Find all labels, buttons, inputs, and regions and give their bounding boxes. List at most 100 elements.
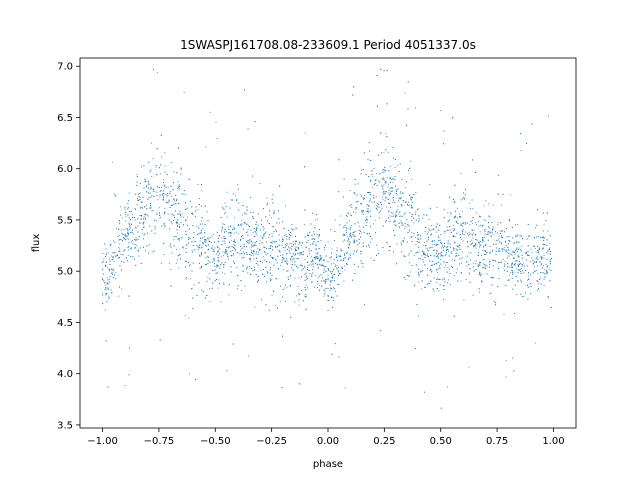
scatter-point [497, 239, 499, 241]
scatter-point [455, 221, 457, 222]
scatter-point [278, 244, 280, 246]
scatter-point [469, 241, 471, 242]
scatter-point [262, 237, 264, 239]
scatter-point [540, 272, 542, 274]
scatter-point [470, 221, 472, 222]
scatter-point [164, 185, 166, 187]
scatter-point [388, 202, 390, 204]
scatter-point [447, 267, 449, 269]
scatter-point [233, 243, 235, 245]
scatter-point [226, 370, 228, 372]
scatter-point [159, 196, 161, 198]
scatter-point [159, 217, 161, 219]
scatter-point [269, 210, 271, 212]
scatter-point [537, 288, 539, 290]
scatter-point [304, 265, 306, 267]
scatter-point [470, 252, 472, 254]
scatter-point [250, 240, 252, 242]
scatter-point [363, 198, 365, 199]
scatter-point [191, 249, 193, 251]
scatter-point [486, 233, 488, 235]
scatter-point [487, 239, 489, 241]
scatter-point [321, 280, 322, 282]
scatter-point [475, 269, 477, 270]
scatter-point [513, 370, 515, 372]
scatter-point [375, 207, 377, 209]
scatter-point [285, 244, 287, 246]
scatter-point [388, 250, 390, 251]
scatter-point [427, 274, 429, 276]
scatter-point [217, 250, 219, 252]
scatter-point [505, 250, 507, 252]
scatter-point [363, 304, 365, 306]
scatter-point [232, 254, 234, 256]
scatter-point [161, 187, 163, 189]
scatter-point [282, 296, 283, 298]
scatter-point [418, 257, 420, 259]
scatter-point [204, 232, 206, 234]
scatter-point [202, 237, 203, 239]
scatter-point [408, 275, 410, 277]
scatter-point [119, 223, 121, 225]
scatter-point [518, 263, 520, 265]
scatter-point [542, 244, 544, 245]
scatter-point [433, 277, 435, 279]
scatter-point [249, 239, 251, 241]
scatter-point [164, 212, 166, 214]
scatter-point [409, 204, 411, 206]
scatter-point [331, 296, 333, 298]
scatter-point [274, 241, 276, 243]
scatter-point [126, 235, 128, 237]
scatter-point [411, 197, 413, 198]
scatter-point [284, 246, 286, 248]
scatter-point [366, 211, 368, 213]
scatter-point [273, 241, 275, 243]
scatter-point [158, 187, 160, 188]
scatter-point [420, 235, 421, 237]
scatter-point [489, 263, 490, 265]
scatter-point [342, 196, 344, 198]
scatter-point [536, 280, 538, 282]
scatter-point [404, 256, 406, 257]
scatter-point [179, 227, 180, 228]
scatter-point [172, 198, 174, 200]
scatter-point [197, 248, 199, 250]
scatter-point [516, 247, 518, 249]
scatter-point [180, 173, 182, 175]
scatter-point [460, 238, 462, 240]
scatter-point [290, 235, 292, 236]
scatter-point [446, 229, 448, 231]
scatter-point [199, 223, 201, 225]
scatter-point [204, 252, 206, 254]
scatter-point [185, 266, 186, 268]
scatter-point [223, 236, 225, 238]
scatter-point [520, 250, 522, 252]
scatter-point [236, 231, 238, 233]
scatter-point [534, 237, 535, 239]
scatter-point [163, 190, 165, 192]
scatter-point [146, 232, 148, 234]
scatter-point [266, 241, 268, 243]
scatter-point [391, 190, 393, 192]
scatter-point [214, 266, 216, 267]
scatter-point [217, 265, 219, 267]
scatter-point [310, 256, 312, 258]
scatter-point [191, 212, 193, 214]
scatter-point [462, 230, 463, 232]
scatter-point [456, 249, 458, 251]
scatter-point [225, 249, 227, 251]
scatter-point [440, 263, 442, 265]
scatter-point [201, 220, 203, 222]
scatter-point [410, 160, 412, 162]
scatter-point [183, 224, 184, 226]
scatter-point [212, 270, 214, 271]
scatter-point [444, 255, 446, 257]
scatter-point [233, 228, 235, 230]
scatter-point [533, 262, 534, 264]
scatter-point [304, 295, 306, 297]
scatter-point [454, 216, 456, 218]
scatter-point [396, 243, 398, 245]
scatter-point [312, 259, 314, 261]
scatter-point [519, 234, 521, 236]
scatter-point [205, 257, 207, 259]
